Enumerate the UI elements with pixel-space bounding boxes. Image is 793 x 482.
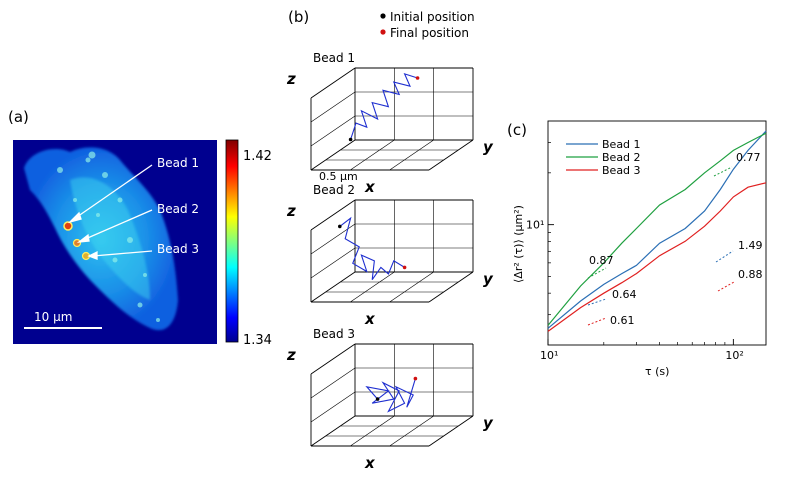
axis-x-label: x — [364, 454, 376, 472]
colorbar-min: 1.34 — [243, 333, 272, 348]
trajectory-path — [339, 216, 405, 281]
slope-guide — [715, 250, 734, 263]
plot-title: Bead 3 — [313, 327, 355, 341]
slope-guide — [713, 166, 733, 177]
slope-annotation: 0.64 — [612, 288, 637, 301]
y-axis-label: ⟨Δr² (τ)⟩ (μm²) — [512, 205, 525, 283]
panel-c-label: (c) — [507, 121, 527, 139]
plot-title: Bead 2 — [313, 183, 355, 197]
axis-x-label: x — [364, 178, 376, 196]
axis-y-label: y — [483, 270, 494, 288]
x-tick-label: 10¹ — [540, 349, 558, 362]
plot-title: Bead 1 — [313, 51, 355, 65]
series-line-bead-1 — [547, 130, 767, 329]
trajectory-path — [350, 73, 418, 140]
y-tick-label: 10¹ — [526, 219, 544, 232]
legend-final-label: Final position — [390, 26, 469, 40]
axis-z-label: z — [286, 346, 296, 364]
final-position-marker — [402, 265, 407, 270]
initial-position-marker — [375, 397, 380, 401]
legend-entry: Bead 3 — [602, 164, 641, 177]
slope-guide — [587, 317, 607, 326]
final-position-marker — [413, 376, 418, 381]
axis-x-label: x — [364, 310, 376, 328]
x-axis-label: τ (s) — [645, 365, 669, 378]
axis-z-label: z — [286, 202, 296, 220]
microscope-image: Bead 1 Bead 2 Bead 3 10 μm — [13, 140, 217, 344]
legend-initial-label: Initial position — [390, 10, 475, 24]
bead-2-label: Bead 2 — [157, 202, 199, 216]
series-line-bead-3 — [547, 182, 767, 332]
chart-frame — [547, 120, 767, 346]
trajectory-plot-1: Bead 1 z y x 0.5 μm — [286, 51, 494, 196]
trajectory-plot-2: Bead 2 z y x — [286, 183, 494, 328]
x-tick-label: 10² — [725, 349, 743, 362]
legend-entry: Bead 2 — [602, 151, 641, 164]
final-position-marker — [415, 76, 420, 80]
colorbar: 1.42 1.34 — [225, 139, 272, 348]
colorbar-max: 1.42 — [243, 149, 272, 164]
slope-annotation: 0.61 — [610, 314, 635, 327]
trajectory-path — [365, 378, 416, 413]
slope-annotation: 0.87 — [589, 254, 614, 267]
slope-annotation: 0.77 — [736, 151, 761, 164]
slope-guide — [717, 281, 735, 292]
initial-position-marker — [348, 137, 353, 142]
scale-bar-label: 10 μm — [34, 310, 72, 324]
slope-guide — [587, 298, 607, 306]
axis-y-label: y — [483, 414, 494, 432]
bead-3-label: Bead 3 — [157, 242, 199, 256]
initial-position-marker — [338, 224, 342, 229]
scale-label: 0.5 μm — [319, 170, 358, 183]
legend-entry: Bead 1 — [602, 138, 641, 151]
panel-b-label: (b) — [288, 8, 309, 26]
series-line-bead-2 — [547, 132, 767, 326]
slope-annotation: 1.49 — [738, 239, 763, 252]
legend-final-dot — [380, 29, 386, 35]
trajectory-plot-3: Bead 3 z y x — [286, 327, 494, 472]
axis-z-label: z — [286, 70, 296, 88]
slope-guide — [587, 267, 607, 279]
axis-y-label: y — [483, 138, 494, 156]
bead-1-label: Bead 1 — [157, 156, 199, 170]
legend-b: Initial position Final position — [380, 10, 475, 40]
panel-a-label: (a) — [8, 108, 29, 126]
slope-annotation: 0.88 — [738, 268, 763, 281]
legend-initial-dot — [380, 13, 386, 19]
